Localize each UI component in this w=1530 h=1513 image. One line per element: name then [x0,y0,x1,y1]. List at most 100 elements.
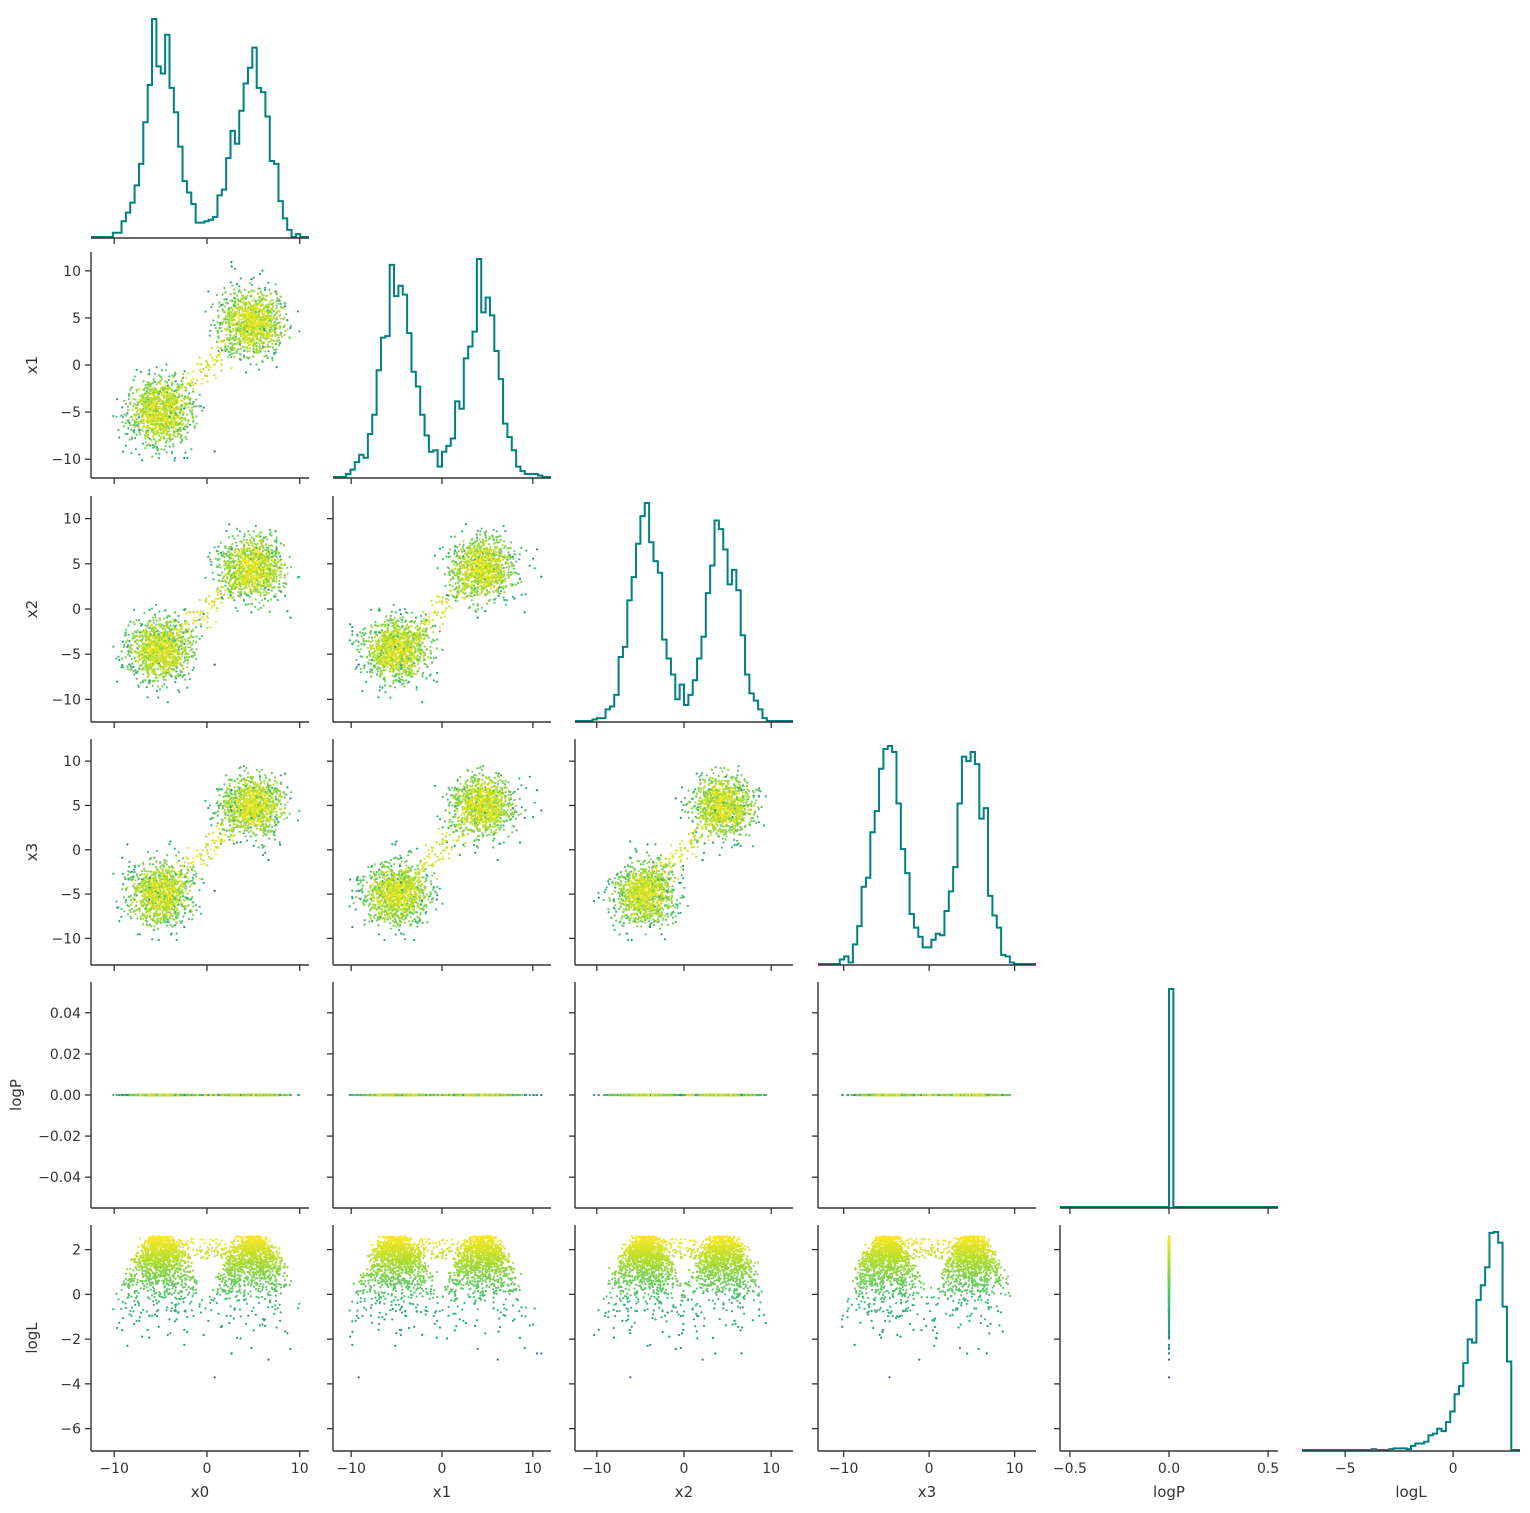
point [116,398,118,400]
point [235,327,237,329]
point [151,456,153,458]
point [214,450,216,452]
point [290,325,292,327]
point [131,436,133,438]
point [202,368,204,370]
point [199,369,201,371]
point [132,419,134,421]
point [276,305,278,307]
point [163,435,165,437]
point [188,392,190,394]
point [152,436,154,438]
point [172,418,174,420]
point [238,285,240,287]
point [181,380,183,382]
point [252,355,254,357]
point [154,387,156,389]
point [221,370,223,372]
point [275,348,277,350]
point [243,355,245,357]
point [199,363,201,365]
point [187,432,189,434]
point [174,457,176,459]
point [264,287,266,289]
point [259,345,261,347]
point [227,309,229,311]
point [192,391,194,393]
point [138,426,140,428]
point [185,377,187,379]
point [154,373,156,375]
point [222,304,224,306]
point [144,437,146,439]
point [117,429,119,431]
point [126,433,128,435]
point [272,307,274,309]
point [216,356,218,358]
point [112,415,114,417]
point [233,288,235,290]
point [168,441,170,443]
scatter-x1-vs-x0 [112,261,300,462]
point [206,375,208,377]
point [240,353,242,355]
point [219,352,221,354]
panel-x1-vs-x0: −10−50510x1 [23,252,309,484]
point [171,384,173,386]
point [263,355,265,357]
point [257,293,259,295]
point [271,303,273,305]
point [156,383,158,385]
point [207,381,209,383]
point [135,448,137,450]
histogram-x0 [91,19,309,237]
point [224,343,226,345]
point [200,383,202,385]
point [228,350,230,352]
point [224,346,226,348]
point [230,342,232,344]
point [297,310,299,312]
point [131,409,133,411]
point [200,371,202,373]
point [122,416,124,418]
point [240,359,242,361]
point [245,371,247,373]
point [237,348,239,350]
point [160,448,162,450]
point [289,327,291,329]
point [240,348,242,350]
point [187,373,189,375]
point [268,306,270,308]
point [158,435,160,437]
point [143,425,145,427]
point [194,383,196,385]
point [190,385,192,387]
point [223,287,225,289]
point [163,449,165,451]
point [251,300,253,302]
point [261,270,263,272]
point [235,352,237,354]
point [275,343,277,345]
point [184,370,186,372]
point [277,337,279,339]
point [221,330,223,332]
point [229,354,231,356]
point [232,309,234,311]
point [139,411,141,413]
point [165,369,167,371]
point [220,347,222,349]
point [128,398,130,400]
point [212,303,214,305]
point [241,318,243,320]
point [230,356,232,358]
point [243,346,245,348]
point [226,298,228,300]
point [210,324,212,326]
point [275,307,277,309]
point [168,379,170,381]
point [248,291,250,293]
point [153,380,155,382]
point [232,328,234,330]
